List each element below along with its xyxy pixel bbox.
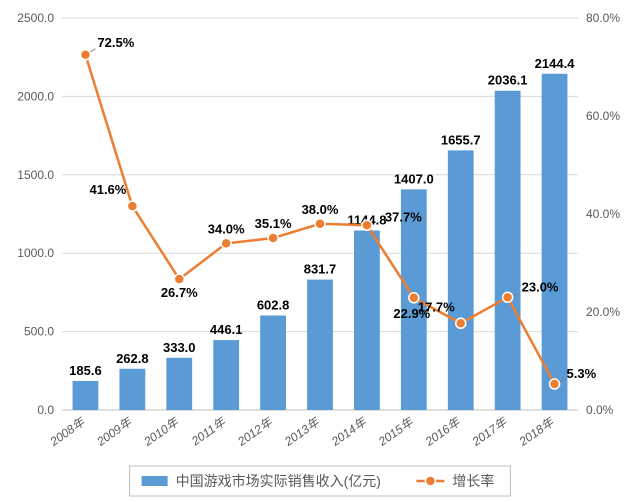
bar bbox=[354, 230, 380, 410]
line-marker bbox=[127, 201, 137, 211]
line-marker bbox=[503, 292, 513, 302]
y-right-tick: 40.0% bbox=[586, 207, 620, 221]
line-marker bbox=[174, 274, 184, 284]
line-marker bbox=[550, 379, 560, 389]
bar bbox=[307, 280, 333, 410]
bar-value-label: 446.1 bbox=[210, 322, 243, 337]
bar bbox=[73, 381, 99, 410]
chart-svg: 0.0 500.0 1000.0 1500.0 2000.0 2500.0 0.0% 20.0… bbox=[0, 0, 640, 502]
line-value-label: 72.5% bbox=[97, 35, 134, 50]
bar bbox=[448, 150, 474, 410]
y-right-tick: 80.0% bbox=[586, 11, 620, 25]
bar-value-label: 2036.1 bbox=[488, 73, 528, 88]
line-value-label: 38.0% bbox=[302, 202, 339, 217]
line-marker bbox=[80, 50, 90, 60]
bar bbox=[119, 369, 145, 410]
line-value-label: 23.0% bbox=[522, 279, 559, 294]
bar-value-label: 1407.0 bbox=[394, 171, 434, 186]
legend-label: 增长率 bbox=[452, 473, 494, 489]
bar-value-label: 262.8 bbox=[116, 351, 149, 366]
line-marker bbox=[456, 318, 466, 328]
line-marker bbox=[268, 233, 278, 243]
bar bbox=[166, 358, 192, 410]
bar bbox=[213, 340, 239, 410]
y-left-tick: 2000.0 bbox=[17, 89, 54, 103]
line-marker bbox=[315, 219, 325, 229]
bar bbox=[495, 91, 521, 410]
legend-swatch-marker bbox=[425, 476, 435, 486]
y-right-tick: 60.0% bbox=[586, 109, 620, 123]
bar-value-label: 602.8 bbox=[257, 297, 290, 312]
legend: 中国游戏市场实际销售收入(亿元) 增长率 bbox=[130, 466, 511, 496]
line-value-label: 26.7% bbox=[161, 285, 198, 300]
y-right-tick: 0.0% bbox=[586, 403, 614, 417]
bar bbox=[542, 74, 568, 410]
bar-value-label: 185.6 bbox=[69, 363, 102, 378]
y-right-tick: 20.0% bbox=[586, 305, 620, 319]
line-value-label: 17.7% bbox=[418, 299, 455, 314]
line-value-label: 5.3% bbox=[567, 366, 597, 381]
chart-container: 0.0 500.0 1000.0 1500.0 2000.0 2500.0 0.0% 20.0… bbox=[0, 0, 640, 502]
y-left-tick: 2500.0 bbox=[17, 11, 54, 25]
line-value-label: 35.1% bbox=[255, 216, 292, 231]
bar bbox=[260, 315, 286, 410]
y-left-tick: 1500.0 bbox=[17, 168, 54, 182]
line-value-label: 34.0% bbox=[208, 221, 245, 236]
legend-swatch-bar bbox=[142, 476, 168, 486]
bar-value-label: 333.0 bbox=[163, 340, 196, 355]
y-left-tick: 1000.0 bbox=[17, 246, 54, 260]
bar-value-label: 2144.4 bbox=[535, 56, 576, 71]
bar-value-label: 1655.7 bbox=[441, 132, 481, 147]
y-left-tick: 0.0 bbox=[37, 403, 54, 417]
line-marker bbox=[221, 238, 231, 248]
line-value-label: 37.7% bbox=[385, 209, 422, 224]
line-value-label: 41.6% bbox=[89, 182, 126, 197]
y-left-tick: 500.0 bbox=[24, 325, 54, 339]
legend-label: 中国游戏市场实际销售收入(亿元) bbox=[176, 473, 381, 489]
line-marker bbox=[362, 220, 372, 230]
bar-value-label: 831.7 bbox=[304, 262, 337, 277]
